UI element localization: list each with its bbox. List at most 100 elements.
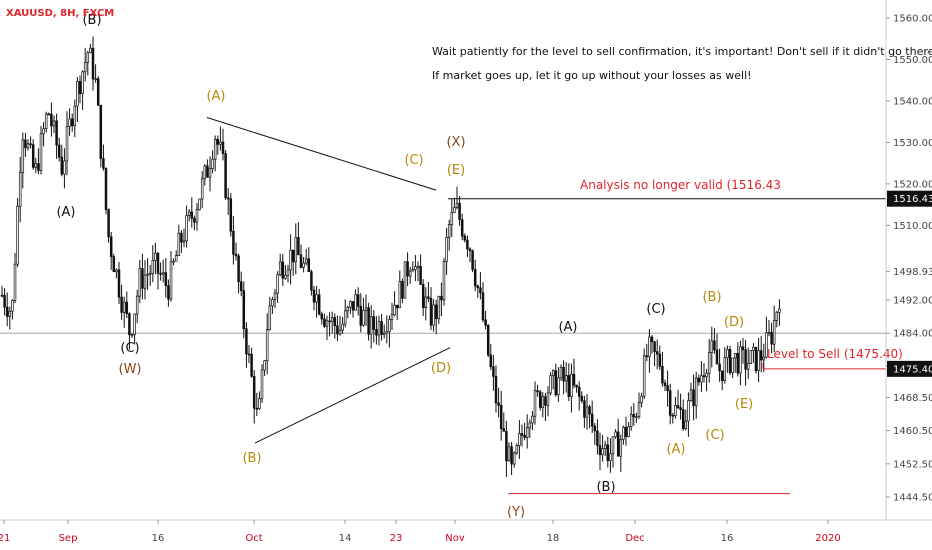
candle-body-up [726,349,729,359]
candle [544,392,547,422]
candle [512,451,516,468]
candle [130,333,134,338]
candle [73,99,77,138]
candle-body-up [731,357,734,373]
candle-body-up [627,426,630,437]
candle [616,418,620,457]
candle-body-down [520,433,524,436]
candle-body-up [11,300,14,312]
price-axis[interactable]: 1560.00 1550.00 1540.00 1530.00 1520.00 1510.… [885,0,932,520]
candle-body-down [312,289,316,303]
candle-body-down [180,232,183,243]
candle [640,392,643,408]
time-tick-label: 21 [0,533,10,544]
candle [125,291,129,319]
candle-body-down [460,219,464,237]
candle-body-up [39,133,43,171]
candle-body-up [705,372,708,378]
candle-body-up [315,294,318,303]
candle [728,345,732,376]
candle [34,157,38,174]
candle [720,370,724,391]
candle [460,213,464,241]
time-axis[interactable]: 21 Sep 16 Oct 14 23 Nov 18 Dec 16 2020 [0,519,932,544]
candle-body-down [55,120,58,146]
price-tick-label: 1468.50 [893,393,932,404]
sell-price-box-bg [887,360,932,377]
candle [580,391,584,404]
candle [338,315,342,336]
candle [453,197,456,214]
candle-body-up [86,52,90,63]
wave-label: (B) [702,290,721,305]
candle [8,306,12,330]
candle-body-up [284,274,287,279]
candle-body-down [567,375,571,397]
candle [611,436,615,468]
candle-body-down [224,153,227,199]
candle [109,231,113,270]
candle [354,289,357,311]
candle-body-down [606,444,610,462]
candle-body-down [596,430,599,446]
candle [161,259,165,283]
candle [260,364,264,403]
candle-body-down [109,236,113,257]
candle [598,432,602,471]
candle [122,296,126,328]
price-tick-label: 1530.00 [893,138,932,149]
candle-body-down [681,409,685,430]
candle-body-up [700,375,703,383]
candle [557,367,560,402]
candle-body-down [226,197,230,200]
candle-body-down [471,250,474,270]
candle-body-up [302,262,305,268]
candle-body-down [128,313,131,336]
candle-body-down [499,405,503,430]
wave-label: (A) [56,205,75,220]
wave-label: (C) [705,428,724,443]
candle [733,353,737,373]
candle-body-up [13,263,17,301]
candle-body-down [502,428,506,432]
candle-body-down [401,281,404,299]
candle [68,108,71,136]
candle [83,47,87,82]
candle [458,195,461,226]
candle [450,198,454,238]
candle [255,392,259,417]
candle-body-up [757,350,760,372]
candle-body-down [206,165,209,178]
candle [359,293,363,333]
candle [39,126,43,175]
candle [234,242,238,261]
wave-label: (C) [404,153,423,168]
candle [200,171,204,209]
time-tick-label: Sep [59,533,78,544]
candle [263,359,266,376]
candle [564,362,568,393]
candle [50,102,53,137]
candle-body-down [320,313,324,320]
candle-body-down [141,268,144,289]
candle [78,75,82,104]
candle-body-up [515,445,519,454]
candle [237,253,240,294]
candle-body-up [687,400,690,422]
candle-body-down [96,78,100,106]
candle [645,343,649,362]
time-tick-label: 16 [152,533,165,544]
candle-body-down [663,382,667,386]
candle-body-up [762,356,766,361]
candle [759,336,763,373]
time-tick-label: 16 [721,533,734,544]
candle [146,258,149,290]
candle [330,311,334,334]
candle [3,288,6,316]
candle-body-up [447,224,451,238]
candle [302,256,305,273]
candle-body-up [286,269,290,276]
candle [94,64,97,83]
candle-body-up [276,274,279,294]
